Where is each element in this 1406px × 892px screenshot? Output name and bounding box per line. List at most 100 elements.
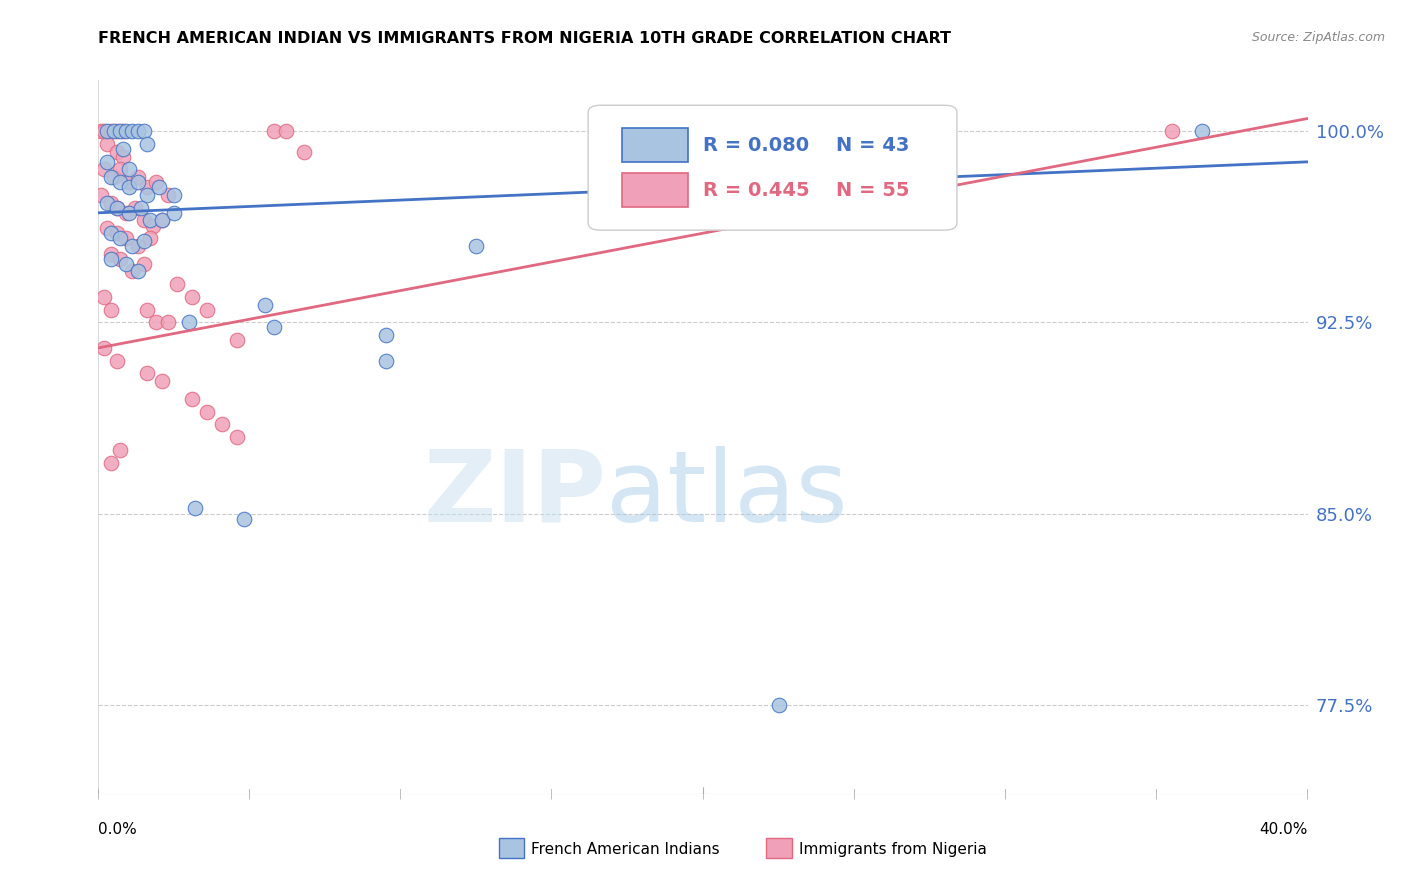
Text: |: | [97, 789, 100, 799]
Point [135, 136, 157, 151]
Point [111, 150, 134, 164]
Point [127, 170, 149, 185]
Point [103, 124, 125, 138]
Bar [766, 838, 792, 858]
Bar [621, 173, 689, 207]
Text: N = 43: N = 43 [837, 136, 910, 154]
Point [100, 456, 122, 470]
Text: ZIP: ZIP [423, 446, 606, 542]
Point [226, 333, 249, 347]
Point [93, 162, 115, 177]
Point [96, 221, 118, 235]
Point [132, 234, 155, 248]
Point [114, 257, 136, 271]
Text: N = 55: N = 55 [837, 181, 910, 200]
Point [148, 180, 170, 194]
Point [100, 195, 122, 210]
Point [100, 226, 122, 240]
Point [1191, 124, 1213, 138]
Point [135, 367, 157, 381]
Point [181, 290, 204, 304]
Point [156, 315, 179, 329]
Point [105, 201, 128, 215]
Point [465, 239, 488, 253]
Point [96, 154, 118, 169]
Point [93, 124, 115, 138]
Point [374, 328, 396, 343]
Text: Immigrants from Nigeria: Immigrants from Nigeria [799, 842, 987, 856]
Point [108, 231, 131, 245]
Text: |: | [852, 789, 856, 799]
Point [105, 124, 128, 138]
Point [111, 142, 134, 156]
Point [166, 277, 188, 292]
Point [114, 124, 136, 138]
Point [156, 188, 179, 202]
Point [263, 320, 285, 334]
Point [163, 188, 186, 202]
Point [121, 124, 143, 138]
Point [274, 124, 297, 138]
Point [150, 213, 173, 227]
Point [118, 175, 141, 189]
Text: |: | [702, 789, 704, 799]
Point [108, 175, 131, 189]
Point [145, 315, 167, 329]
Point [121, 264, 143, 278]
Point [118, 162, 141, 177]
Point [135, 302, 157, 317]
Point [129, 201, 152, 215]
Point [100, 302, 122, 317]
Text: |: | [399, 789, 402, 799]
Point [232, 511, 254, 525]
Point [127, 124, 149, 138]
Point [211, 417, 233, 432]
Point [132, 257, 155, 271]
Text: French American Indians: French American Indians [531, 842, 720, 856]
Point [93, 290, 115, 304]
Point [127, 264, 149, 278]
Point [195, 302, 218, 317]
Point [226, 430, 249, 444]
Point [93, 341, 115, 355]
Point [118, 180, 141, 194]
Text: |: | [1154, 789, 1159, 799]
Point [127, 239, 149, 253]
Point [132, 213, 155, 227]
Text: |: | [550, 789, 554, 799]
Point [142, 219, 165, 233]
Text: FRENCH AMERICAN INDIAN VS IMMIGRANTS FROM NIGERIA 10TH GRADE CORRELATION CHART: FRENCH AMERICAN INDIAN VS IMMIGRANTS FRO… [98, 31, 952, 46]
Point [139, 231, 162, 245]
Point [100, 246, 122, 260]
Point [105, 145, 128, 159]
Point [105, 201, 128, 215]
Point [127, 175, 149, 189]
Point [179, 315, 201, 329]
Text: 40.0%: 40.0% [1260, 822, 1308, 837]
Point [105, 353, 128, 368]
Point [103, 170, 125, 185]
Text: R = 0.445: R = 0.445 [703, 181, 810, 200]
Point [139, 213, 162, 227]
Point [108, 124, 131, 138]
Point [100, 124, 122, 138]
Point [263, 124, 285, 138]
Point [96, 124, 118, 138]
Point [100, 170, 122, 185]
Point [135, 180, 157, 194]
Point [114, 231, 136, 245]
Point [292, 145, 315, 159]
Point [96, 136, 118, 151]
Point [108, 442, 131, 457]
Point [90, 124, 112, 138]
Point [195, 404, 218, 418]
Point [105, 226, 128, 240]
FancyBboxPatch shape [588, 105, 957, 230]
Point [374, 353, 396, 368]
Point [118, 206, 141, 220]
Point [132, 124, 155, 138]
Point [1160, 124, 1182, 138]
Point [124, 201, 146, 215]
Point [90, 188, 112, 202]
Bar [499, 838, 524, 858]
